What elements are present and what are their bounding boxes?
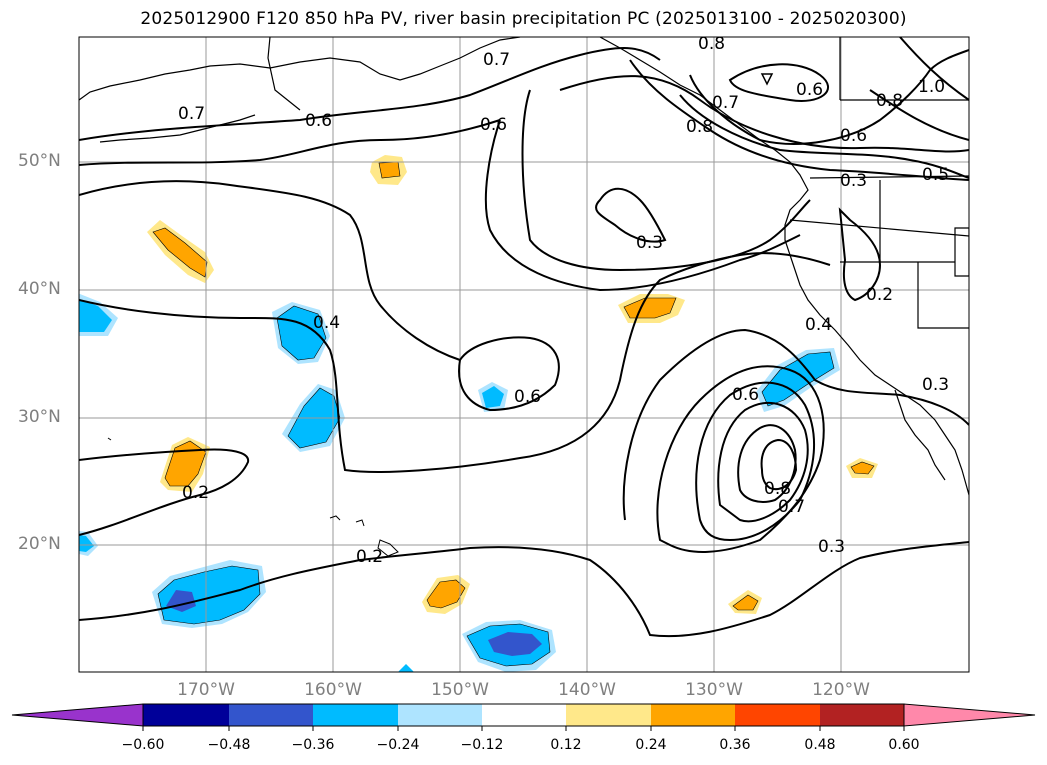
triangle-marker-icon <box>760 73 774 86</box>
contour-label: 0.5 <box>922 165 949 185</box>
lon-label: 140°W <box>558 680 616 700</box>
lat-label: 30°N <box>18 407 61 427</box>
contour-labels: 0.7 0.6 0.7 0.8 0.6 1.0 0.8 0.7 0.8 0.6 … <box>178 34 949 567</box>
contour-label: 0.3 <box>922 375 949 395</box>
contour-label: 0.2 <box>866 285 893 305</box>
colorbar-bin <box>482 704 566 726</box>
lon-label: 150°W <box>431 680 489 700</box>
islands <box>107 437 399 557</box>
colorbar-bin <box>313 704 398 726</box>
contour-label: 0.6 <box>840 126 867 146</box>
colorbar-bin <box>398 704 482 726</box>
colorbar-bin <box>566 704 651 726</box>
colorbar-tick-label: −0.36 <box>291 737 335 753</box>
contour-label: 0.2 <box>182 483 209 503</box>
contour-label: 0.3 <box>840 171 867 191</box>
contour-label: 0.3 <box>818 537 845 557</box>
contour-label: 0.8 <box>686 117 713 137</box>
contour-label: 0.8 <box>698 34 725 54</box>
contour-label: 0.8 <box>764 479 791 499</box>
colorbar-tick-label: 0.36 <box>719 737 751 753</box>
precipitation-shading <box>79 155 878 672</box>
colorbar-extend-low <box>11 703 144 727</box>
colorbar-tick-label: −0.12 <box>460 737 504 753</box>
lat-label: 40°N <box>18 279 61 299</box>
colorbar-bin <box>229 704 313 726</box>
contour-label: 0.4 <box>805 315 832 335</box>
coastlines <box>79 37 969 496</box>
contour-label: 0.6 <box>732 385 759 405</box>
contour-label: 0.7 <box>778 497 805 517</box>
contour-label: 0.4 <box>313 313 340 333</box>
lon-label: 160°W <box>304 680 362 700</box>
colorbar-tick-label: 0.60 <box>888 737 920 753</box>
colorbar-tick-label: −0.24 <box>376 737 420 753</box>
lon-label: 120°W <box>812 680 870 700</box>
contour-label: 0.6 <box>480 115 507 135</box>
map-title: 2025012900 F120 850 hPa PV, river basin … <box>140 9 907 29</box>
colorbar-tick-label: −0.60 <box>121 737 165 753</box>
colorbar-bin <box>820 704 904 726</box>
contour-label: 0.7 <box>178 104 205 124</box>
contour-label: 0.3 <box>636 233 663 253</box>
colorbar-bin <box>651 704 735 726</box>
lat-label: 50°N <box>18 151 61 171</box>
gridlines <box>79 37 969 672</box>
colorbar-extend-high <box>903 703 1036 727</box>
contour-label: 0.6 <box>796 80 823 100</box>
contour-label: 0.6 <box>305 111 332 131</box>
colorbar-tick-label: 0.24 <box>635 737 667 753</box>
contour-label: 0.6 <box>514 387 541 407</box>
colorbar-tick-label: 0.12 <box>550 737 582 753</box>
colorbar-tick-label: −0.48 <box>207 737 251 753</box>
colorbar-tick-label: 0.48 <box>804 737 836 753</box>
contour-label: 1.0 <box>918 77 945 97</box>
contour-label: 0.8 <box>876 91 903 111</box>
lon-label: 130°W <box>685 680 743 700</box>
lon-label: 170°W <box>177 680 235 700</box>
contour-label: 0.2 <box>356 547 383 567</box>
colorbar-bin <box>735 704 820 726</box>
colorbar-bin <box>143 704 229 726</box>
contour-label: 0.7 <box>483 50 510 70</box>
contour-label: 0.7 <box>712 93 739 113</box>
colorbar <box>11 703 1036 731</box>
pv-contours <box>79 37 969 638</box>
map-frame <box>78 36 970 673</box>
lat-label: 20°N <box>18 534 61 554</box>
